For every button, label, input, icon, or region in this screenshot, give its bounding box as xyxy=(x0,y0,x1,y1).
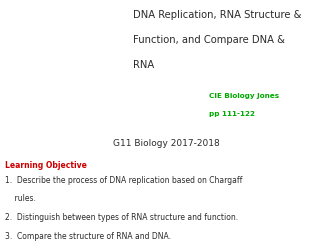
Text: pp 111-122: pp 111-122 xyxy=(209,111,255,117)
Text: 1.  Describe the process of DNA replication based on Chargaff: 1. Describe the process of DNA replicati… xyxy=(5,176,242,185)
Text: 2.  Distinguish between types of RNA structure and function.: 2. Distinguish between types of RNA stru… xyxy=(5,213,238,222)
Text: CIE Biology Jones: CIE Biology Jones xyxy=(209,93,279,99)
Text: Learning Objective: Learning Objective xyxy=(5,161,87,170)
Text: DNA Replication, RNA Structure &: DNA Replication, RNA Structure & xyxy=(133,10,301,20)
Text: G11 Biology 2017-2018: G11 Biology 2017-2018 xyxy=(113,139,219,148)
Text: Function, and Compare DNA &: Function, and Compare DNA & xyxy=(133,35,285,45)
Text: rules.: rules. xyxy=(5,194,36,203)
Text: 3.  Compare the structure of RNA and DNA.: 3. Compare the structure of RNA and DNA. xyxy=(5,232,171,241)
Text: RNA: RNA xyxy=(133,60,154,70)
